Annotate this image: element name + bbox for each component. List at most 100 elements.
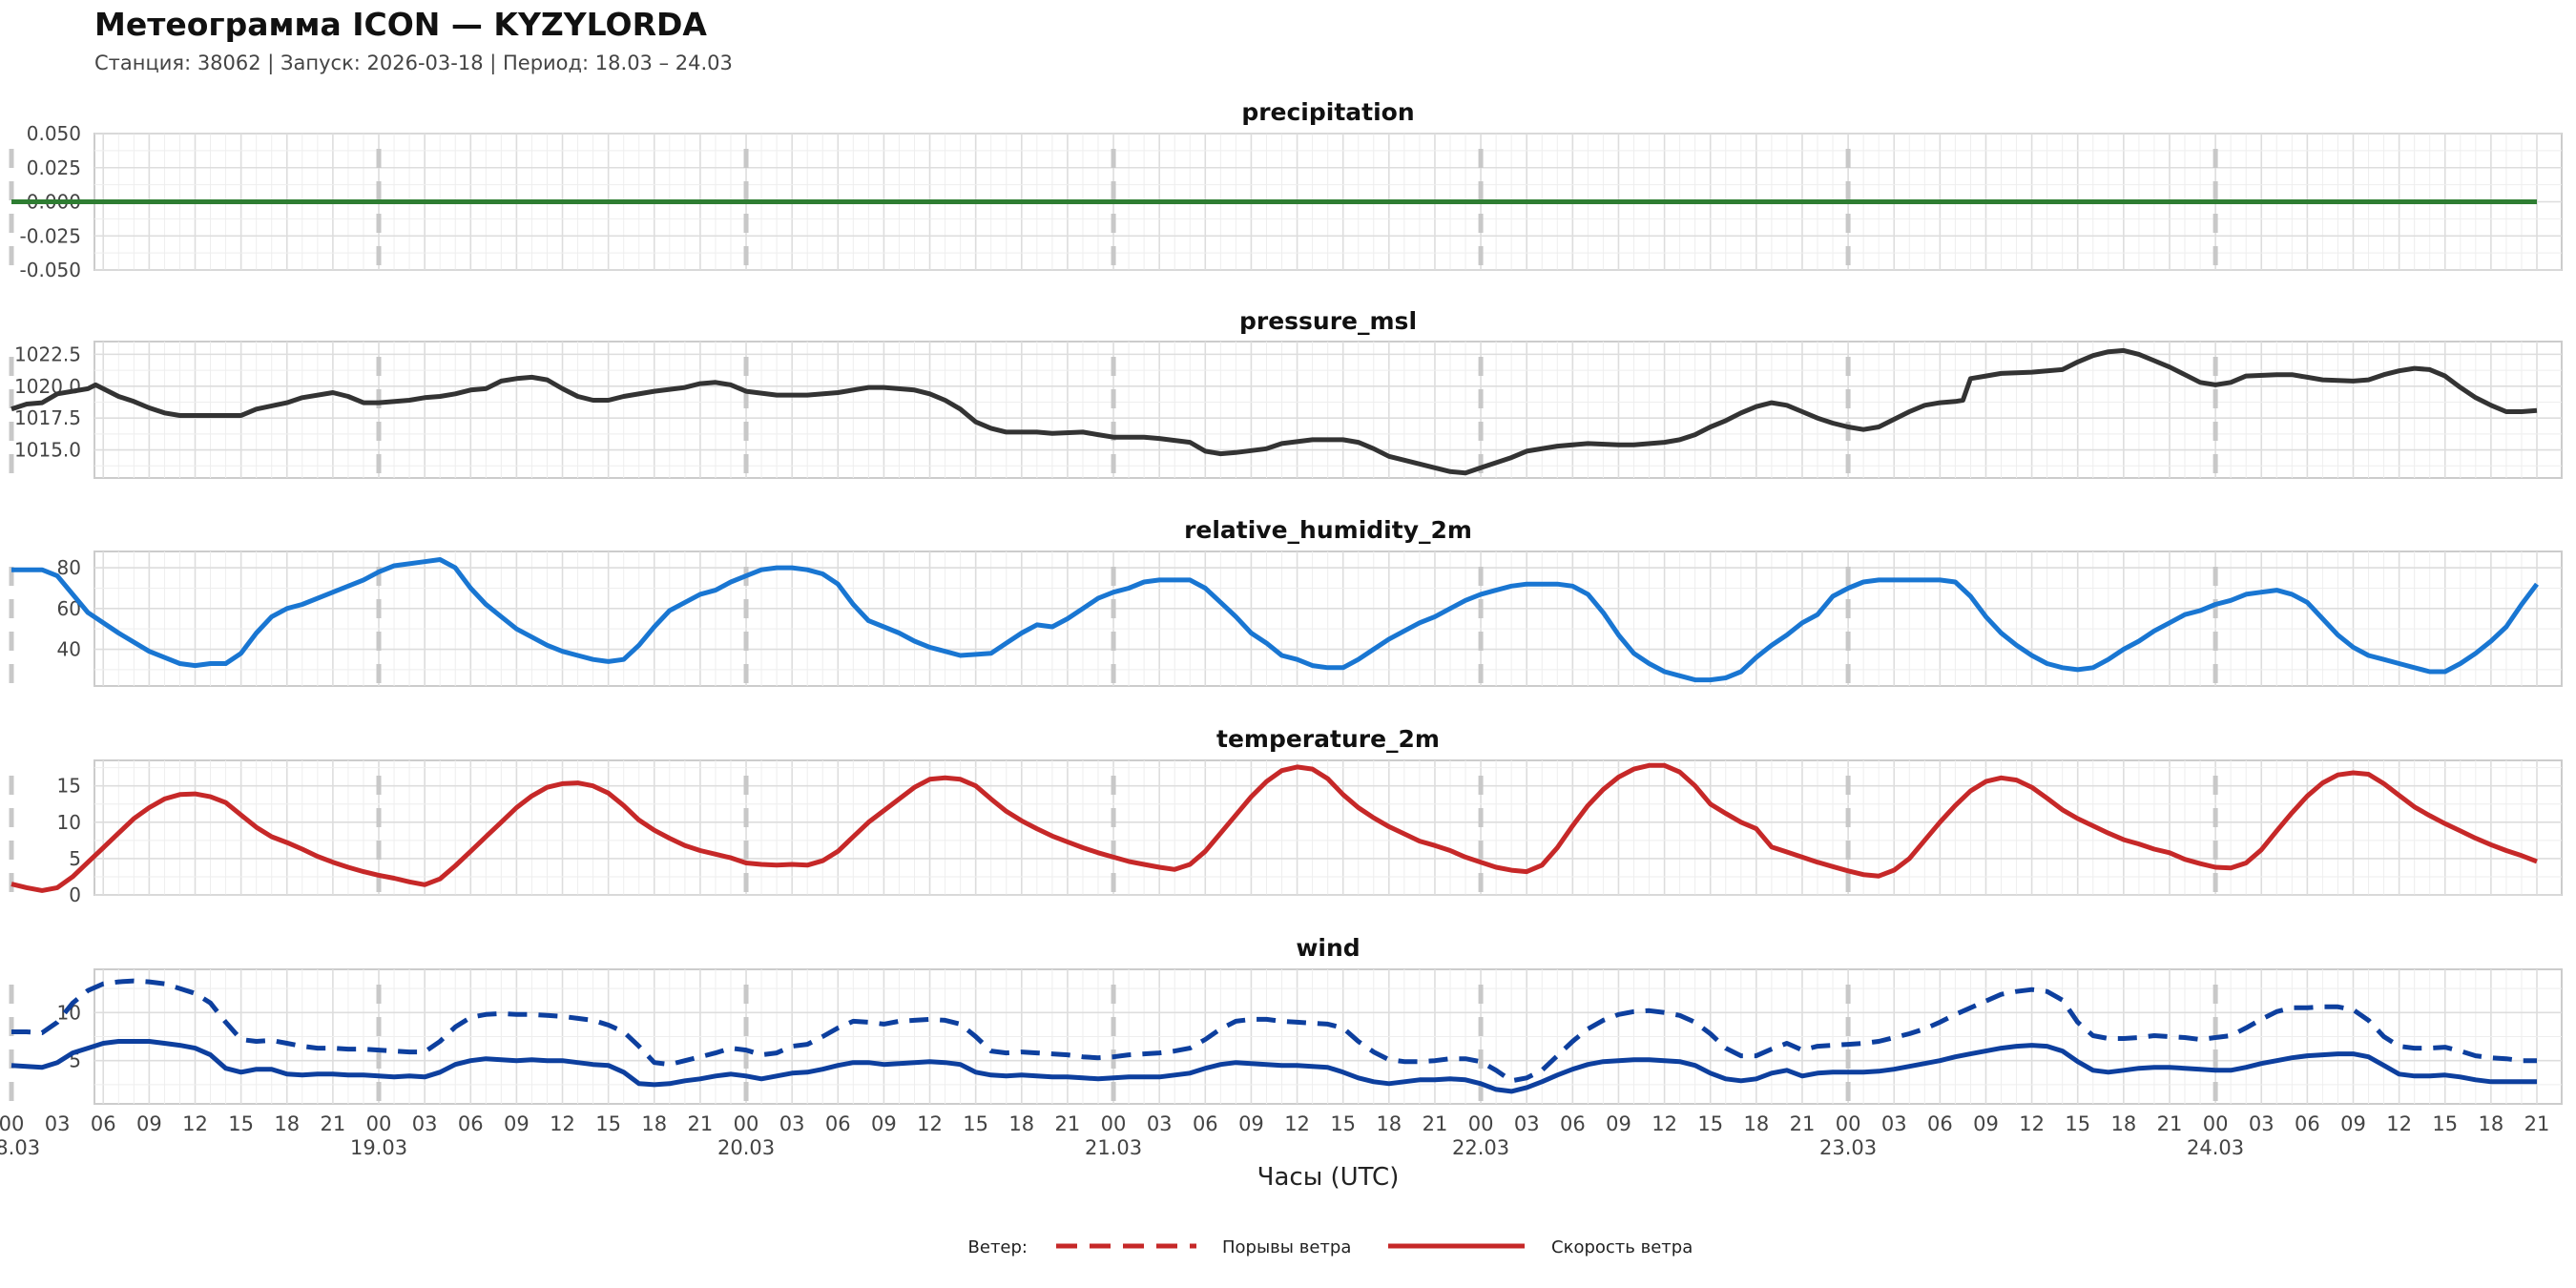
x-tick-label: 21 <box>688 1112 714 1135</box>
x-tick-label: 09 <box>871 1112 897 1135</box>
x-tick-label: 12 <box>917 1112 943 1135</box>
x-tick-label: 18 <box>2479 1112 2504 1135</box>
x-date-label: 24.03 <box>2187 1136 2244 1159</box>
series-line-temperature_2m-solid <box>10 762 2538 893</box>
page-title: Метеограмма ICON — KYZYLORDA <box>94 6 707 43</box>
x-tick-label: 09 <box>1238 1112 1264 1135</box>
x-tick-label: 00 <box>1101 1112 1127 1135</box>
x-axis-label: Часы (UTC) <box>1257 1163 1400 1192</box>
panel-pressure_msl: 1022.5 1020.0 1017.5 1015.0 pressure_msl <box>9 307 2563 479</box>
panel-title: pressure_msl <box>1239 307 1417 335</box>
x-tick-label: 06 <box>91 1112 116 1135</box>
y-tick-label: -0.050 <box>20 259 81 281</box>
x-date-label: 19.03 <box>350 1136 407 1159</box>
x-date-label: 22.03 <box>1452 1136 1509 1159</box>
y-tick-label: 5 <box>69 847 81 870</box>
x-tick-label: 03 <box>412 1112 438 1135</box>
x-tick-label: 00 <box>1468 1112 1494 1135</box>
x-tick-label: 21 <box>2157 1112 2183 1135</box>
legend-label: Ветер: <box>968 1237 1028 1257</box>
x-tick-label: 00 <box>1836 1112 1861 1135</box>
x-tick-label: 12 <box>1284 1112 1310 1135</box>
x-tick-label: 21 <box>2524 1112 2550 1135</box>
y-tick-label: 1017.5 <box>14 406 81 429</box>
x-tick-label: 03 <box>1881 1112 1907 1135</box>
x-tick-label: 18 <box>1743 1112 1769 1135</box>
x-tick-label: 03 <box>45 1112 71 1135</box>
x-tick-label: 12 <box>550 1112 575 1135</box>
y-tick-label: 1020.0 <box>14 375 81 398</box>
series-line-pressure_msl-solid <box>10 347 2538 476</box>
x-tick-label: 09 <box>2340 1112 2366 1135</box>
x-tick-label: 09 <box>136 1112 162 1135</box>
x-tick-label: 21 <box>1055 1112 1081 1135</box>
x-tick-label: 21 <box>321 1112 346 1135</box>
y-tick-label: 80 <box>57 556 81 579</box>
panel-title: wind <box>1296 934 1360 962</box>
x-tick-label: 18 <box>1376 1112 1402 1135</box>
y-tick-label: 0.025 <box>27 156 81 179</box>
x-tick-label: 03 <box>1514 1112 1540 1135</box>
y-tick-label: 40 <box>57 638 81 661</box>
y-tick-label: 1015.0 <box>14 439 81 462</box>
x-tick-label: 15 <box>963 1112 988 1135</box>
x-tick-label: 18 <box>641 1112 667 1135</box>
x-tick-label: 09 <box>504 1112 530 1135</box>
x-tick-label: 15 <box>228 1112 254 1135</box>
x-tick-label: 09 <box>1606 1112 1631 1135</box>
series-line-wind-solid <box>10 1039 2537 1094</box>
x-date-label: 23.03 <box>1819 1136 1877 1159</box>
x-tick-label: 12 <box>182 1112 208 1135</box>
x-tick-label: 12 <box>1652 1112 1677 1135</box>
x-tick-label: 00 <box>0 1112 24 1135</box>
panel-title: relative_humidity_2m <box>1184 516 1472 544</box>
x-tick-label: 15 <box>595 1112 621 1135</box>
x-tick-label: 03 <box>1147 1112 1173 1135</box>
x-date-label: 20.03 <box>717 1136 775 1159</box>
x-date-label: 21.03 <box>1085 1136 1142 1159</box>
x-tick-label: 06 <box>2295 1112 2320 1135</box>
x-tick-label: 06 <box>825 1112 851 1135</box>
x-date-label: 18.03 <box>0 1136 40 1159</box>
x-tick-label: 03 <box>779 1112 805 1135</box>
x-tick-label: 06 <box>458 1112 484 1135</box>
series-line-wind-dashed <box>11 978 2537 1084</box>
x-tick-label: 06 <box>1193 1112 1218 1135</box>
page-subtitle: Станция: 38062 | Запуск: 2026-03-18 | Пе… <box>94 52 733 74</box>
legend: Ветер: Порывы ветра Скорость ветра <box>968 1237 1693 1257</box>
x-tick-label: 18 <box>1008 1112 1034 1135</box>
series-line-relative_humidity_2m-solid <box>11 557 2539 683</box>
x-tick-label: 12 <box>2386 1112 2412 1135</box>
x-tick-label: 03 <box>2249 1112 2275 1135</box>
panel-title: precipitation <box>1241 98 1414 126</box>
y-tick-label: 1022.5 <box>14 343 81 365</box>
x-tick-label: 21 <box>1423 1112 1448 1135</box>
x-tick-label: 06 <box>1560 1112 1586 1135</box>
y-tick-label: 0.050 <box>27 122 81 145</box>
x-tick-label: 00 <box>734 1112 759 1135</box>
x-tick-label: 18 <box>274 1112 300 1135</box>
x-tick-label: 00 <box>2203 1112 2229 1135</box>
y-tick-label: 15 <box>57 775 81 798</box>
x-tick-label: 18 <box>2110 1112 2136 1135</box>
x-tick-label: 09 <box>1973 1112 1999 1135</box>
x-tick-label: 12 <box>2019 1112 2045 1135</box>
y-tick-label: 0 <box>69 883 81 906</box>
x-tick-label: 15 <box>1697 1112 1723 1135</box>
x-tick-label: 15 <box>1330 1112 1356 1135</box>
x-tick-label: 15 <box>2065 1112 2090 1135</box>
x-tick-label: 15 <box>2432 1112 2458 1135</box>
panel-title: temperature_2m <box>1216 725 1440 753</box>
y-tick-label: 10 <box>57 811 81 834</box>
x-tick-label: 06 <box>1927 1112 1953 1135</box>
legend-gust-label: Порывы ветра <box>1222 1237 1351 1257</box>
y-tick-label: -0.025 <box>20 224 81 247</box>
x-tick-label: 21 <box>1790 1112 1816 1135</box>
panel-temperature_2m: 15 10 5 0 temperature_2m <box>9 725 2563 906</box>
legend-speed-label: Скорость ветра <box>1551 1237 1693 1257</box>
x-tick-label: 00 <box>366 1112 392 1135</box>
